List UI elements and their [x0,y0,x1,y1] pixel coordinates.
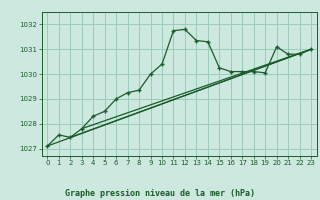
Text: Graphe pression niveau de la mer (hPa): Graphe pression niveau de la mer (hPa) [65,189,255,198]
